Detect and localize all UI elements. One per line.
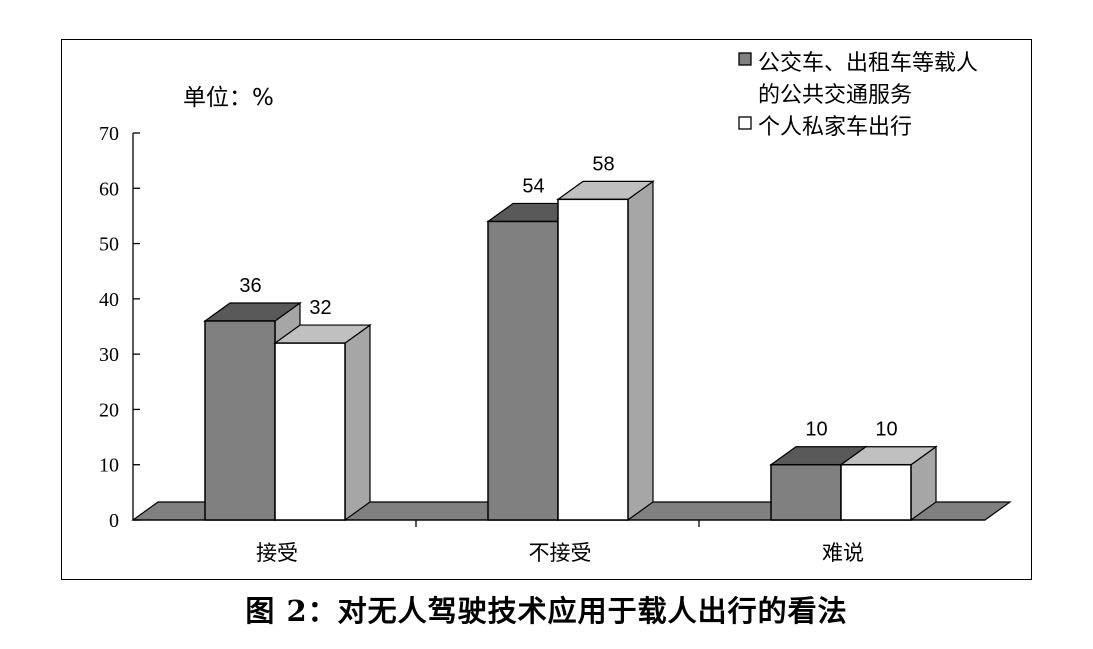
y-tick-label: 20 — [99, 399, 119, 421]
bar-series-2 — [274, 342, 346, 521]
legend-label-series-2: 个人私家车出行 — [758, 115, 912, 140]
data-label: 10 — [805, 419, 827, 441]
data-label: 54 — [522, 175, 544, 197]
legend-label-series-1: 的公共交通服务 — [758, 83, 912, 108]
unit-label: 单位：% — [183, 85, 274, 111]
y-tick-label: 70 — [99, 123, 119, 145]
bar-series-2 — [840, 463, 912, 521]
data-label: 58 — [592, 153, 614, 175]
x-category-label: 不接受 — [529, 541, 592, 565]
bar-series-1 — [487, 220, 559, 521]
bar-side-face — [627, 180, 654, 522]
bar-series-1 — [204, 320, 276, 521]
bar-series-2 — [557, 198, 629, 521]
figure-frame — [61, 39, 1032, 580]
y-tick-label: 0 — [109, 510, 119, 532]
legend-swatch-series-1 — [738, 52, 752, 66]
legend-label-series-1: 公交车、出租车等载人 — [758, 51, 978, 76]
y-tick-label: 50 — [99, 234, 119, 256]
data-label: 10 — [875, 419, 897, 441]
y-tick-label: 60 — [99, 178, 119, 200]
bar-side-face — [344, 323, 371, 522]
bar-series-1 — [770, 463, 842, 521]
bar-chart: 0 10 20 30 40 50 60 70 单位：% 36 32 接受 54 58 不接受 10 10 难说 公交… — [99, 51, 1012, 565]
legend-swatch-series-2 — [738, 116, 752, 130]
y-tick-label: 30 — [99, 344, 119, 366]
data-label: 32 — [309, 297, 331, 319]
x-category-label: 难说 — [822, 541, 864, 565]
y-tick-label: 10 — [99, 455, 119, 477]
y-tick-label: 40 — [99, 289, 119, 311]
data-label: 36 — [239, 275, 261, 297]
x-category-label: 接受 — [256, 541, 298, 565]
figure-caption: 图 2：对无人驾驶技术应用于载人出行的看法 — [245, 594, 848, 628]
